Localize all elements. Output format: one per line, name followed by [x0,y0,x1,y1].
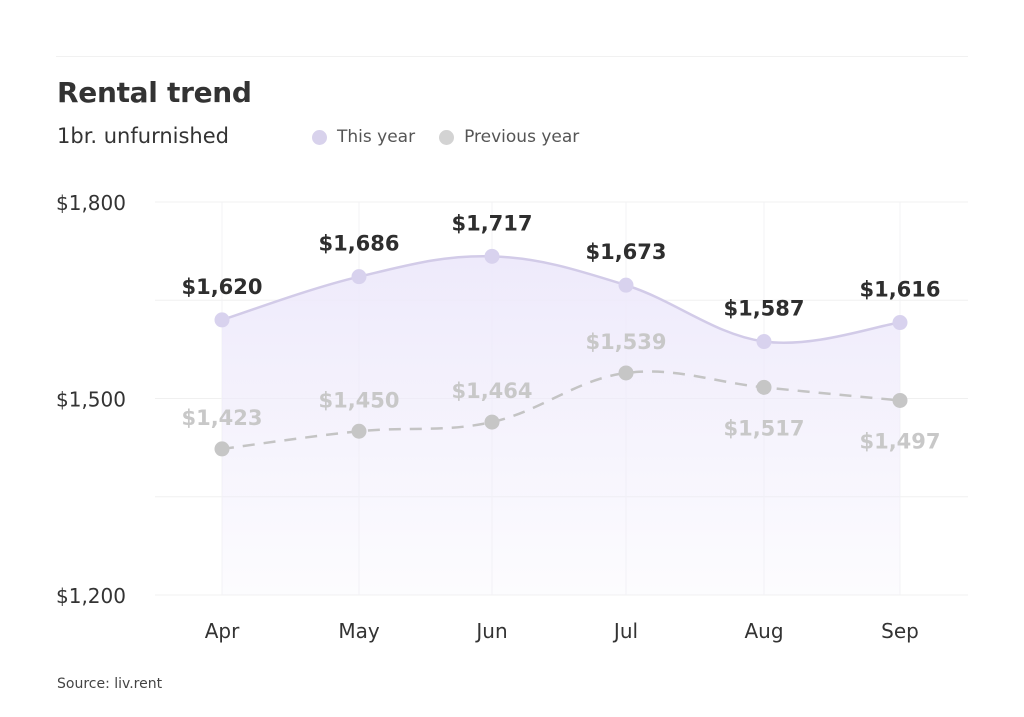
legend-label: Previous year [464,127,580,147]
previous-year-value-label: $1,517 [723,416,804,440]
previous-year-marker [618,365,634,381]
this-year-marker [618,277,634,293]
this-year-value-label: $1,686 [318,232,399,256]
legend-item-previous-year: Previous year [439,127,579,147]
x-tick-label: Aug [744,619,783,643]
y-tick-label: $1,200 [56,584,126,608]
this-year-marker [351,269,367,285]
previous-year-marker [351,423,367,439]
legend-label: This year [337,127,416,147]
chart-subtitle: 1br. unfurnished [57,124,229,148]
y-tick-label: $1,800 [56,191,126,215]
previous-year-value-label: $1,539 [585,330,666,354]
previous-year-value-label: $1,423 [181,406,262,430]
this-year-value-label: $1,673 [585,240,666,264]
previous-year-marker [756,379,772,395]
previous-year-value-label: $1,464 [451,379,532,403]
y-tick-label: $1,500 [56,388,126,412]
legend-dot-icon [312,129,327,145]
this-year-marker [484,248,500,264]
source-note: Source: liv.rent [57,676,163,692]
legend: This year Previous year [312,127,603,147]
this-year-marker [214,312,230,328]
legend-dot-icon [439,129,455,145]
chart-title: Rental trend [57,76,252,109]
this-year-value-label: $1,620 [181,275,262,299]
this-year-area [222,256,900,595]
previous-year-marker [214,441,230,457]
this-year-line [221,254,901,344]
x-tick-label: May [338,619,380,643]
x-tick-label: Sep [881,619,919,643]
this-year-value-label: $1,717 [451,211,532,235]
previous-year-marker [892,392,908,408]
previous-year-value-label: $1,497 [859,429,940,453]
this-year-marker [756,334,772,350]
x-tick-label: Jul [612,619,638,643]
top-divider [56,56,968,57]
this-year-value-label: $1,587 [723,297,804,321]
x-tick-label: Jun [474,619,507,643]
previous-year-value-label: $1,450 [318,388,399,412]
this-year-value-label: $1,616 [859,278,940,302]
this-year-marker [892,315,908,331]
legend-item-this-year: This year [312,127,415,147]
previous-year-line [221,370,901,451]
x-tick-label: Apr [205,619,240,643]
previous-year-marker [484,414,500,430]
